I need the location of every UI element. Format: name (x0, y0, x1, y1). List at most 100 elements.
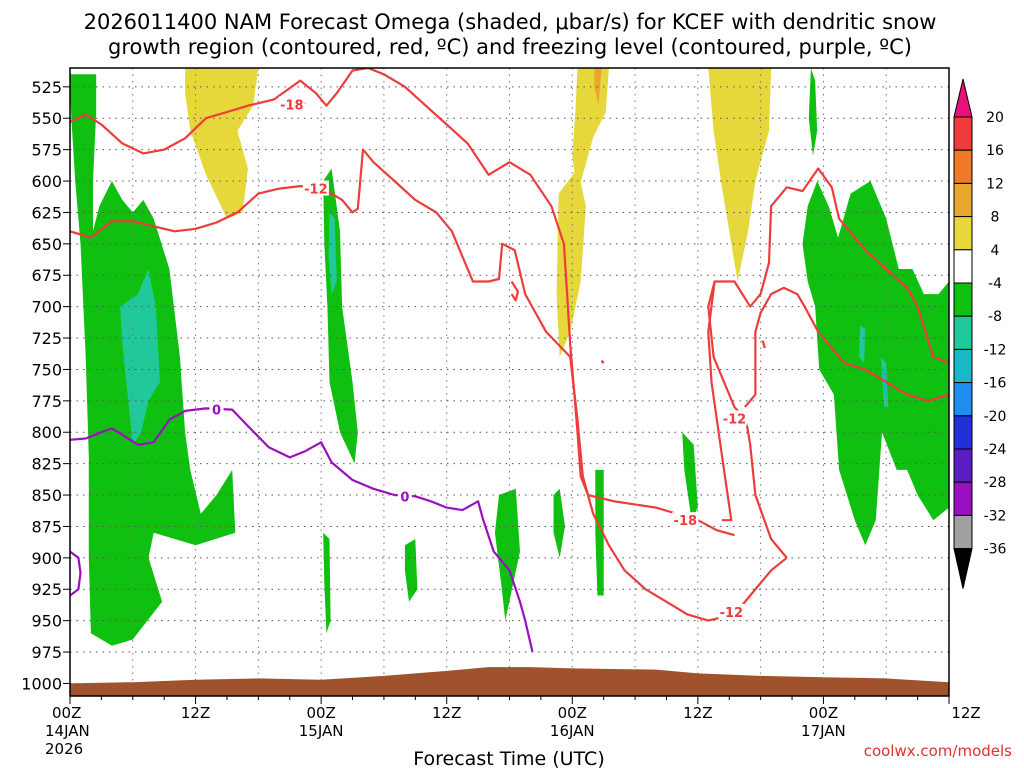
y-tick-label: 850 (31, 486, 62, 505)
y-tick-label: 550 (31, 109, 62, 128)
colorbar-label: 20 (986, 110, 1004, 126)
freezing-label-bg (397, 488, 412, 504)
x-tick-label: 12Z (181, 704, 210, 722)
colorbar-swatch (953, 481, 973, 516)
y-tick-label: 925 (31, 580, 62, 599)
colorbar-swatch (953, 382, 973, 417)
dgz-label-bg (672, 512, 699, 528)
y-tick-label: 600 (31, 172, 62, 191)
omega-region (556, 168, 586, 357)
omega-region (595, 469, 604, 596)
omega-region (802, 181, 949, 546)
omega-region (682, 432, 698, 521)
x-tick-date-label: 14JAN (45, 722, 90, 740)
y-tick-label: 1000 (21, 674, 62, 693)
y-tick-label: 650 (31, 235, 62, 254)
omega-region (328, 212, 337, 295)
freezing-contour-line (70, 550, 82, 597)
freezing-label-bg (209, 401, 224, 417)
dgz-contour-label: -12 (720, 606, 744, 621)
x-tick-label: 00Z (558, 704, 587, 722)
y-tick-label: 750 (31, 360, 62, 379)
dgz-label-bg (278, 96, 305, 112)
dgz-contour-label: -18 (674, 514, 698, 529)
terrain (70, 667, 949, 696)
omega-region (859, 325, 866, 364)
colorbar-cap-bottom (953, 548, 973, 589)
freezing-level-contours: 00 (70, 401, 534, 653)
colorbar-legend: 20 16 12 8 4 -4 -8 -12 -16 -20 -24 -28 -32 -36 (953, 78, 1007, 589)
dgz-contours: -18 -12 -18 -12 -12 (70, 68, 949, 622)
dgz-contour-line (744, 286, 949, 408)
y-tick-label: 775 (31, 392, 62, 411)
y-tick-label: 700 (31, 298, 62, 317)
colorbar-label: 8 (991, 210, 1000, 226)
colorbar-label: -8 (988, 309, 1002, 325)
dgz-contour-line (600, 359, 605, 364)
chart-title-line2: growth region (contoured, red, ºC) and f… (108, 35, 912, 59)
colorbar-swatch (953, 182, 973, 218)
omega-shading (70, 68, 949, 646)
y-tick-label: 575 (31, 141, 62, 160)
colorbar-swatch (953, 348, 973, 384)
omega-region (120, 269, 160, 445)
y-tick-label: 875 (31, 517, 62, 536)
y-tick-label: 675 (31, 266, 62, 285)
y-tick-label: 825 (31, 455, 62, 474)
colorbar-cap-top (953, 78, 973, 118)
colorbar-label: -20 (984, 409, 1007, 425)
freezing-contour-label: 0 (400, 490, 409, 505)
x-axis-label: Forecast Time (UTC) (413, 748, 604, 768)
dgz-contour-line (510, 280, 520, 302)
dgz-contour-label: -12 (723, 412, 747, 427)
terrain-fill (70, 667, 949, 696)
omega-region (572, 68, 609, 194)
colorbar-label: 12 (986, 176, 1004, 192)
dgz-label-bg (721, 410, 748, 426)
y-axis: 525 550 575 600 625 650 675 700 725 750 775 800 825 8… (21, 78, 70, 693)
freezing-contour-line (70, 407, 534, 653)
y-tick-label: 975 (31, 643, 62, 662)
colorbar-label: -4 (988, 276, 1002, 292)
omega-region (708, 68, 772, 282)
y-tick-label: 625 (31, 203, 62, 222)
dgz-contour-line (70, 148, 788, 622)
x-tick-label: 00Z (52, 704, 81, 722)
dgz-contour-label: -18 (280, 98, 304, 113)
dgz-contour-line (70, 68, 735, 537)
omega-region (404, 539, 418, 602)
y-tick-label: 800 (31, 423, 62, 442)
colorbar-swatch (953, 282, 973, 317)
colorbar-swatch (953, 514, 973, 550)
y-tick-label: 525 (31, 78, 62, 97)
colorbar-label: -16 (984, 376, 1007, 392)
colorbar-swatch (953, 149, 973, 184)
dgz-contour-label: -12 (304, 183, 328, 198)
colorbar-label: -12 (984, 342, 1007, 358)
x-tick-date-label: 17JAN (801, 722, 846, 740)
x-tick-label: 12Z (683, 704, 712, 722)
colorbar-label: -24 (984, 442, 1007, 458)
colorbar-label: -36 (984, 542, 1007, 558)
y-tick-label: 900 (31, 549, 62, 568)
dgz-label-bg (718, 603, 745, 619)
colorbar-swatch (953, 116, 973, 151)
colorbar-label: 4 (991, 243, 1000, 259)
x-tick-label: 12Z (432, 704, 461, 722)
x-tick-date-label: 16JAN (550, 722, 595, 740)
colorbar-swatch (953, 315, 973, 350)
dgz-contour-line (761, 340, 766, 349)
dgz-label-bg (302, 180, 329, 196)
colorbar-swatch (953, 448, 973, 483)
omega-region (808, 68, 818, 156)
colorbar-swatch (953, 216, 973, 251)
omega-region (553, 488, 565, 558)
x-tick-date-label: 15JAN (299, 722, 344, 740)
x-tick-label: 00Z (809, 704, 838, 722)
omega-region (494, 488, 520, 621)
credit-text: coolwx.com/models (864, 742, 1012, 760)
freezing-contour-label: 0 (212, 404, 221, 419)
chart-title-line1: 2026011400 NAM Forecast Omega (shaded, μ… (84, 10, 937, 34)
x-tick-label: 12Z (951, 704, 980, 722)
